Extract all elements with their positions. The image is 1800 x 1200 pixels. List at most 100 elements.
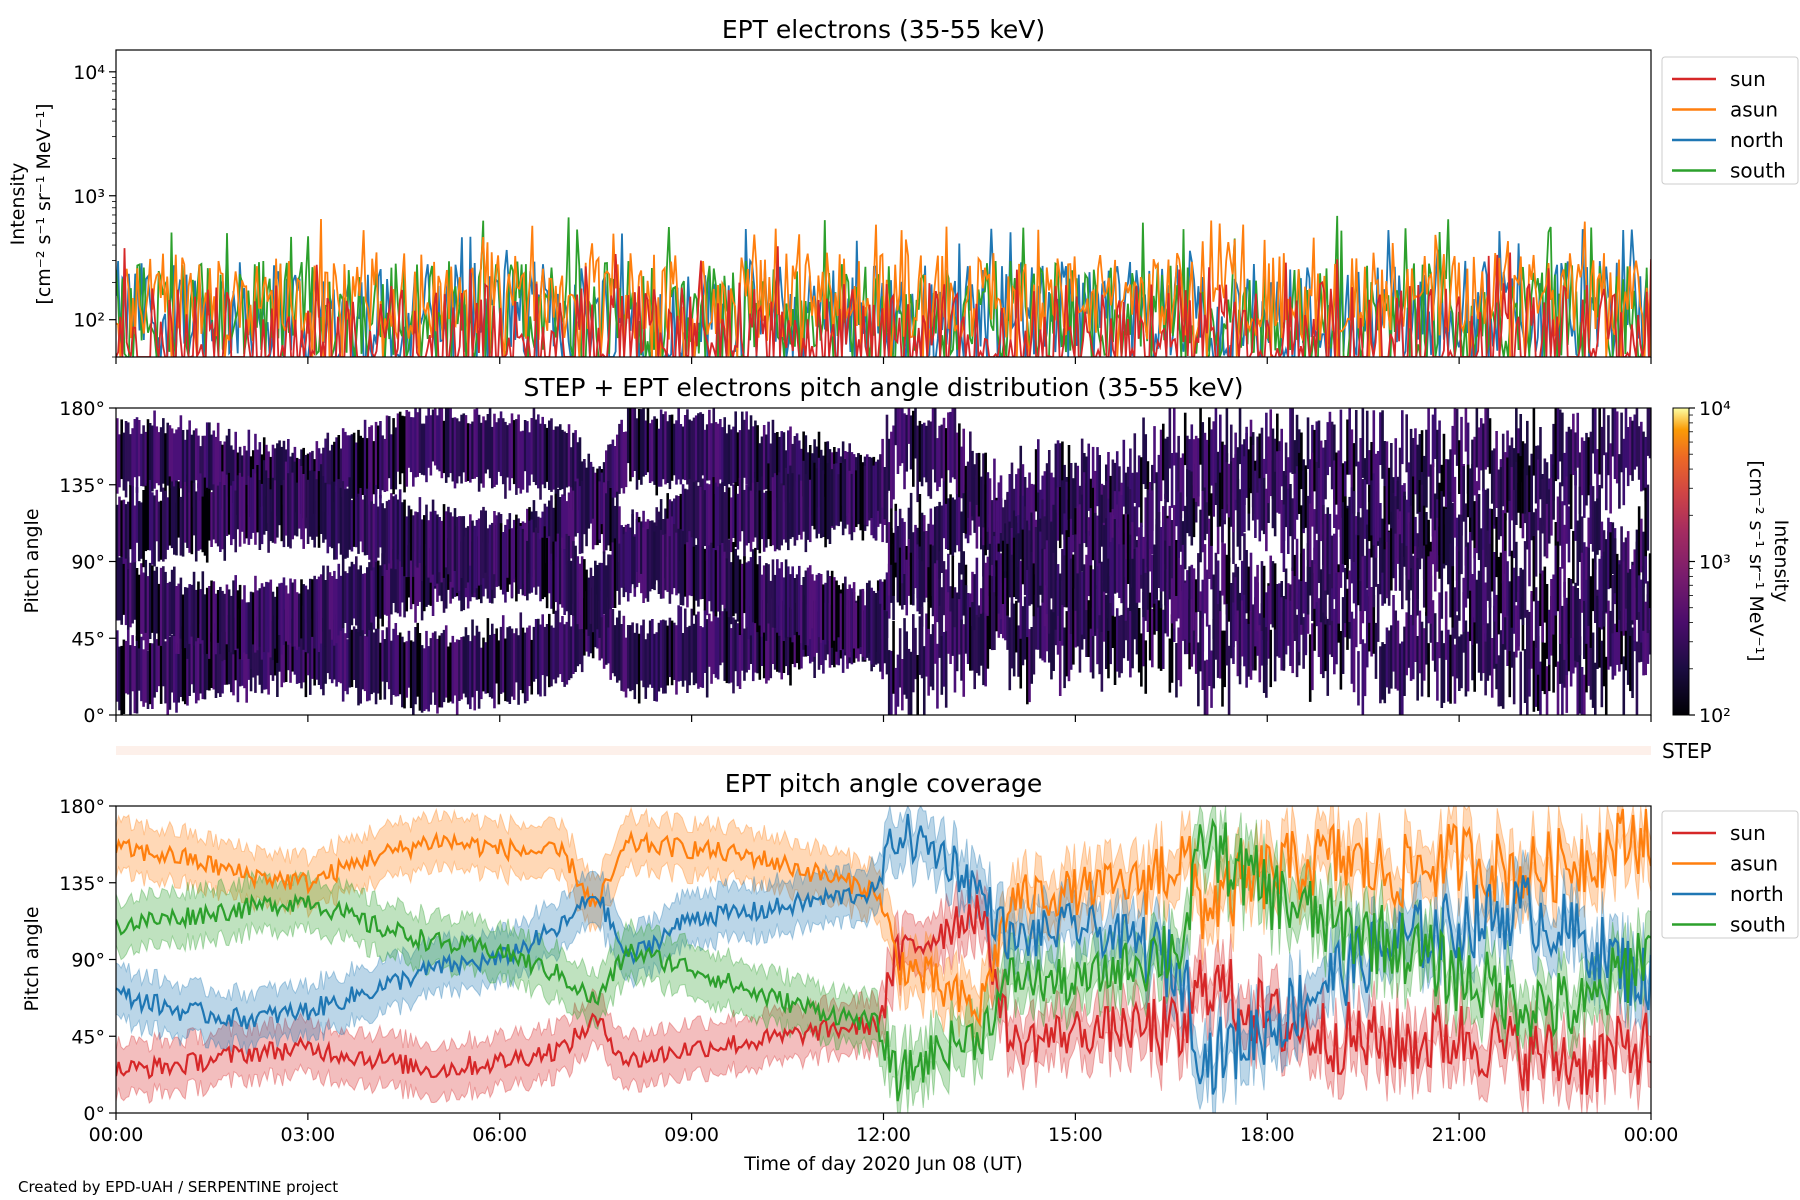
pad-cell-north xyxy=(1438,482,1441,556)
pad-cell-north xyxy=(376,560,380,629)
pad-cell-asun xyxy=(1352,443,1356,514)
pad-cell-north xyxy=(1512,490,1516,559)
pad-cell-sun xyxy=(423,648,426,711)
pad-cell-south xyxy=(409,509,413,561)
pad-cell-sun xyxy=(563,624,566,687)
pad-cell-north xyxy=(773,473,777,552)
pad-cell-north xyxy=(907,408,911,444)
pad-cell-south xyxy=(977,617,981,676)
pad-cell-south xyxy=(398,489,402,562)
pad-cell-asun xyxy=(1479,418,1483,471)
pad-cell-sun xyxy=(1269,555,1273,625)
pad-cell-sun xyxy=(1618,619,1621,672)
pad-cell-north xyxy=(819,463,823,539)
pad-cell-asun xyxy=(677,408,680,480)
pad-cell-sun xyxy=(1087,600,1091,657)
pad-cell-asun xyxy=(486,414,490,470)
pad-cell-south xyxy=(521,528,525,595)
pad-cell-asun xyxy=(903,521,906,574)
pad-cell-asun xyxy=(260,454,264,507)
pad-cell-south xyxy=(999,553,1003,620)
pad-cell-asun xyxy=(1094,470,1097,539)
pad-cell-south xyxy=(1644,487,1648,557)
pad-cell-asun xyxy=(631,408,634,478)
pad-cell-asun xyxy=(355,442,358,501)
pad-cell-sun xyxy=(1034,594,1038,650)
pad-cell-north xyxy=(1567,506,1571,563)
pad-cell-asun xyxy=(971,571,974,627)
pad-cell-north xyxy=(262,586,266,653)
pad-cell-sun xyxy=(124,640,128,694)
pad-cell-sun xyxy=(1357,651,1360,706)
pad-cell-north xyxy=(201,571,205,641)
pad-cell-north xyxy=(1319,569,1323,623)
pad-cell-north xyxy=(1508,500,1512,557)
pad-cell-south xyxy=(626,523,630,602)
pad-cell-asun xyxy=(1379,412,1382,465)
pad-cell-north xyxy=(1539,517,1542,575)
pad-cell-south xyxy=(131,486,134,563)
pad-cell-asun xyxy=(407,411,411,468)
pad-cell-asun xyxy=(409,417,413,473)
pad-cell-sun xyxy=(1624,609,1628,671)
pad-cell-asun xyxy=(1591,408,1595,454)
pad-cell-south xyxy=(903,618,906,695)
pad-cell-sun xyxy=(368,627,371,701)
pad-cell-asun xyxy=(1210,493,1213,546)
pad-cell-south xyxy=(484,510,487,573)
pad-cell-asun xyxy=(433,408,437,466)
pad-cell-south xyxy=(1322,504,1325,566)
pad-cell-asun xyxy=(164,433,167,499)
pad-cell-asun xyxy=(532,408,536,482)
pad-cell-south xyxy=(762,565,766,633)
pad-cell-south xyxy=(1065,530,1069,608)
pad-cell-sun xyxy=(817,611,821,670)
pad-cell-asun xyxy=(1425,429,1428,508)
pad-cell-asun xyxy=(368,426,371,505)
pad-cell-north xyxy=(1072,478,1075,535)
pad-cell-south xyxy=(1061,549,1064,605)
pad-cell-sun xyxy=(126,628,130,695)
pad-cell-south xyxy=(1056,564,1060,616)
pad-cell-south xyxy=(271,477,275,543)
pad-cell-north xyxy=(425,544,428,607)
pad-cell-sun xyxy=(1354,595,1358,648)
pad-cell-sun xyxy=(1065,611,1069,677)
pad-cell-asun xyxy=(1451,425,1455,503)
pad-cell-south xyxy=(1201,422,1205,491)
pad-cell-asun xyxy=(1175,452,1178,527)
pad-cell-sun xyxy=(344,633,347,692)
pad-cell-south xyxy=(429,511,433,583)
pad-cell-sun xyxy=(418,633,422,711)
pad-cell-sun xyxy=(315,612,319,680)
pad-cell-sun xyxy=(576,599,580,667)
pad-cell-north xyxy=(787,473,790,551)
pad-cell-sun xyxy=(203,638,207,700)
pad-cell-asun xyxy=(1326,422,1330,476)
pad-cell-north xyxy=(273,596,277,649)
pad-cell-south xyxy=(1067,537,1071,612)
pad-cell-south xyxy=(1574,582,1577,661)
pad-cell-north xyxy=(116,558,119,621)
pad-cell-south xyxy=(530,519,534,593)
pad-cell-sun xyxy=(1326,618,1330,696)
pad-cell-asun xyxy=(1532,408,1536,476)
pad-cell-south xyxy=(519,525,523,590)
colorbar xyxy=(1672,407,1690,716)
pad-cell-sun xyxy=(357,630,360,706)
pad-cell-north xyxy=(249,591,253,670)
pad-cell-north xyxy=(1640,579,1643,643)
pad-cell-north xyxy=(1440,491,1444,569)
pad-cell-sun xyxy=(672,622,676,680)
pad-cell-south xyxy=(1464,546,1468,608)
pad-cell-sun xyxy=(1526,661,1529,715)
intensity-legend-box xyxy=(1661,56,1799,185)
pad-cell-sun xyxy=(738,621,742,689)
pad-cell-north xyxy=(1519,456,1523,529)
pad-cell-north xyxy=(1043,516,1047,576)
pad-cell-south xyxy=(1319,477,1323,542)
pad-cell-north xyxy=(1499,467,1503,537)
pad-cell-north xyxy=(940,424,944,479)
pad-cell-south xyxy=(249,477,253,539)
pad-cell-sun xyxy=(475,625,479,691)
